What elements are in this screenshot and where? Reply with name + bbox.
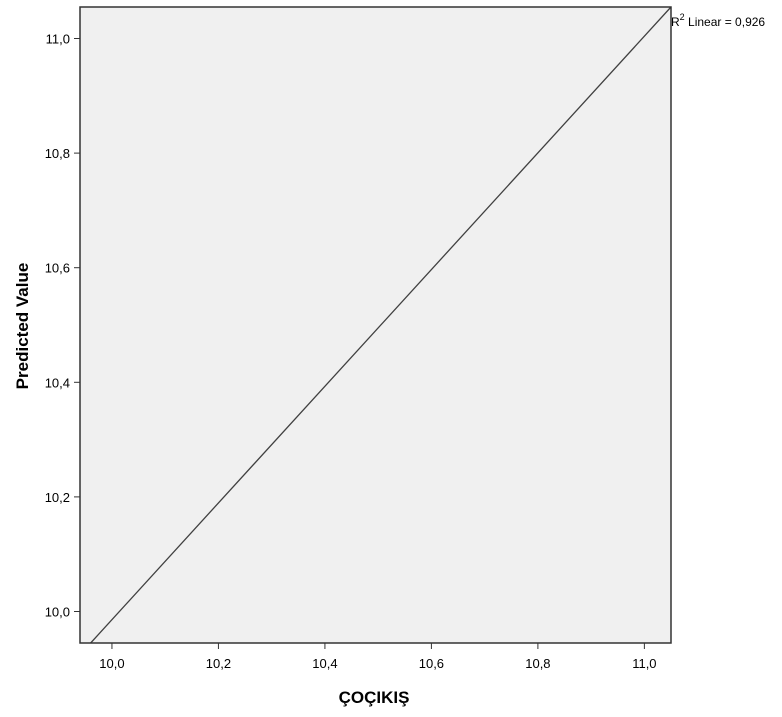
plot-area (80, 7, 671, 643)
x-tick-label: 10,2 (206, 656, 231, 671)
y-tick-label: 10,2 (45, 490, 70, 505)
x-tick-label: 10,0 (99, 656, 124, 671)
x-tick-label: 10,8 (525, 656, 550, 671)
x-tick-label: 10,4 (312, 656, 337, 671)
y-tick-label: 11,0 (46, 32, 70, 47)
y-tick-label: 10,4 (45, 375, 70, 390)
y-tick-label: 10,8 (45, 146, 70, 161)
plot-frame (79, 6, 672, 644)
r-squared-r: R (671, 15, 680, 29)
y-tick-label: 10,0 (45, 604, 70, 619)
x-axis-title: ÇOÇIKIŞ (339, 688, 410, 707)
y-tick-label: 10,6 (45, 261, 70, 276)
r-squared-exponent: 2 (680, 12, 685, 22)
x-axis-ticks: 10,0 10,2 10,4 10,6 10,8 11,0 (99, 643, 657, 671)
x-tick-label: 10,6 (419, 656, 444, 671)
r-squared-annotation: R2 Linear = 0,926 (671, 12, 765, 29)
fit-line (90, 6, 672, 644)
y-axis-ticks: 10,0 10,2 10,4 10,6 10,8 11,0 (45, 32, 80, 619)
r-squared-text: Linear = 0,926 (685, 15, 766, 29)
y-axis-title: Predicted Value (13, 263, 32, 390)
x-tick-label: 11,0 (632, 656, 656, 671)
